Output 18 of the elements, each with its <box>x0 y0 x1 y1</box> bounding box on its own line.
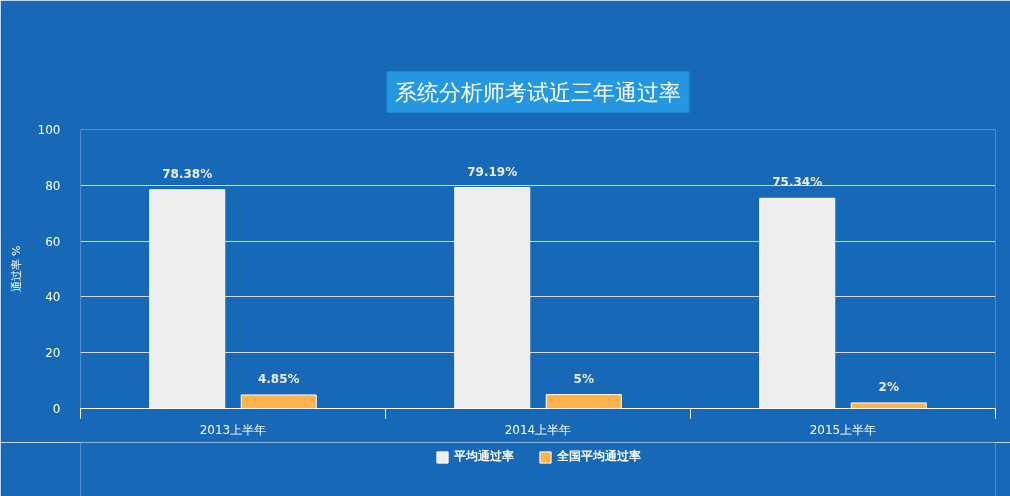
x-tick-label: 2013上半年 <box>199 422 267 437</box>
y-tick-label: 20 <box>45 346 61 361</box>
legend-label: 平均通过率 <box>453 448 514 465</box>
y-axis-title: 通过率 % <box>9 245 23 293</box>
chart-title: 系统分析师考试近三年通过率 <box>395 79 681 105</box>
x-tick-label: 2014上半年 <box>504 422 572 437</box>
y-tick-label: 40 <box>45 290 61 305</box>
data-label: 79.19% <box>467 164 518 179</box>
y-tick-label: 0 <box>52 402 61 416</box>
data-label: 2% <box>878 379 899 394</box>
data-label: 78.38% <box>162 166 213 181</box>
data-label: 4.85% <box>257 371 300 386</box>
y-tick-label: 80 <box>45 178 61 193</box>
legend-label: 全国平均通过率 <box>556 448 641 465</box>
x-tick-label: 2015上半年 <box>809 422 877 437</box>
y-tick-label: 100 <box>37 123 61 137</box>
y-tick-label: 60 <box>45 234 61 249</box>
data-label: 5% <box>573 371 594 386</box>
